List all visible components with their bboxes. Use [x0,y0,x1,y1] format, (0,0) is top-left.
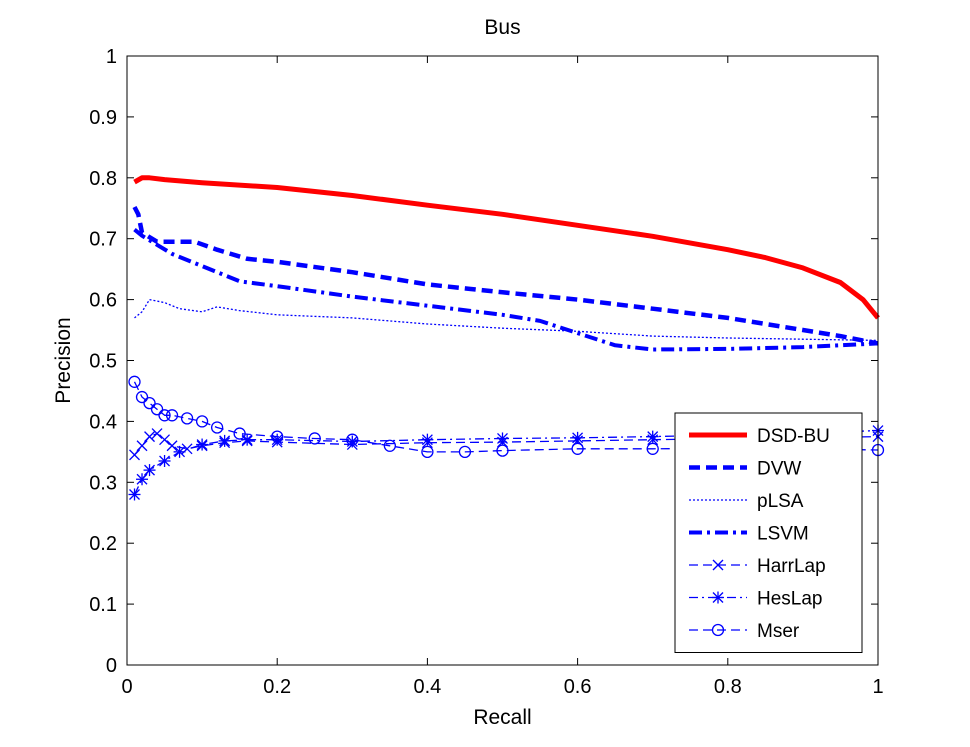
data-point-heslap [421,433,434,446]
legend-label: DSD-BU [757,426,830,447]
data-point-mser [346,433,359,446]
legend-item-mser: Mser [689,621,800,642]
data-point-mser [571,442,584,455]
y-axis-label: Precision [52,317,75,403]
series-dsd-bu [133,175,880,320]
chart-title: Bus [484,16,520,39]
y-tick-label: 0.6 [89,290,117,312]
legend-item-dsd-bu: DSD-BU [689,426,830,447]
x-tick-label: 1 [872,676,883,698]
series-line-dvw [132,205,879,346]
x-axis-label: Recall [473,706,531,729]
y-tick-label: 0.7 [89,229,117,251]
series-dvw [132,205,879,346]
legend-label: Mser [757,621,800,642]
y-tick-label: 0 [106,655,117,677]
y-tick-label: 0.4 [89,411,117,433]
legend-marker [712,559,724,571]
data-point-harrlap [136,440,148,452]
legend-label: HesLap [757,589,823,610]
legend-item-plsa: pLSA [689,491,804,512]
legend-item-harrlap: HarrLap [689,556,826,577]
legend-item-lsvm: LSVM [689,524,809,545]
data-point-mser [458,445,472,459]
data-point-harrlap [129,449,140,461]
data-point-mser [421,445,434,459]
legend-label: DVW [757,459,801,480]
y-tick-label: 0.1 [89,594,117,616]
data-point-harrlap [166,440,178,452]
data-point-mser [210,421,224,434]
data-point-heslap [496,432,509,445]
data-point-heslap [136,473,149,486]
data-point-mser [143,396,156,410]
data-point-harrlap [159,434,171,446]
data-point-heslap [128,488,141,501]
y-tick-label: 0.2 [89,533,117,555]
data-point-heslap [571,431,584,444]
series-line-dsd-bu [133,175,880,320]
series-line-heslap [133,429,879,495]
y-tick-label: 0.3 [89,472,117,494]
y-tick-label: 1 [106,46,117,68]
data-point-mser [180,412,194,425]
x-tick-label: 0.6 [564,676,592,698]
legend-label: HarrLap [757,556,826,577]
data-point-heslap [173,445,186,458]
x-tick-label: 0.2 [263,676,291,698]
x-tick-label: 0 [121,676,132,698]
data-point-mser [158,409,171,422]
legend-box [674,412,863,653]
x-tick-label: 0.8 [714,676,742,698]
data-point-mser [271,430,284,443]
legend-label: LSVM [757,524,809,545]
data-point-mser [383,439,397,452]
series-plsa [134,298,879,342]
data-point-mser [308,432,321,445]
y-tick-label: 0.5 [89,351,117,373]
data-point-mser [646,442,659,455]
data-point-heslap [218,434,231,447]
data-point-mser [233,427,246,440]
legend-item-dvw: DVW [689,459,801,480]
series-line-lsvm [133,228,879,352]
series-layer [128,175,885,501]
data-point-harrlap [151,428,163,440]
series-lsvm [133,228,879,352]
data-point-mser [496,444,509,457]
data-point-mser [128,375,141,388]
data-point-harrlap [144,431,155,443]
y-tick-label: 0.9 [89,107,117,129]
data-point-mser [135,390,149,404]
data-point-mser [165,409,179,422]
legend-marker [711,623,725,637]
data-point-mser [195,415,209,428]
legend: DSD-BU DVW pLSA LSVM HarrLap HesLap Mser [674,412,863,653]
data-point-mser [150,403,164,416]
data-point-heslap [241,433,254,446]
legend-marker [712,591,724,604]
data-point-heslap [158,454,171,467]
y-tick-label: 0.8 [89,168,117,190]
data-point-heslap [196,438,209,451]
ticks-layer: 0 0.2 0.4 0.6 0.8 1 0 0.1 0.2 0.3 0.4 0.5 0.6 0.7 0.8 0… [89,46,883,698]
series-line-plsa [134,298,879,342]
x-tick-label: 0.4 [413,676,441,698]
legend-item-heslap: HesLap [689,589,823,610]
legend-label: pLSA [757,491,804,512]
data-point-heslap [143,464,156,477]
data-point-heslap [646,430,659,443]
